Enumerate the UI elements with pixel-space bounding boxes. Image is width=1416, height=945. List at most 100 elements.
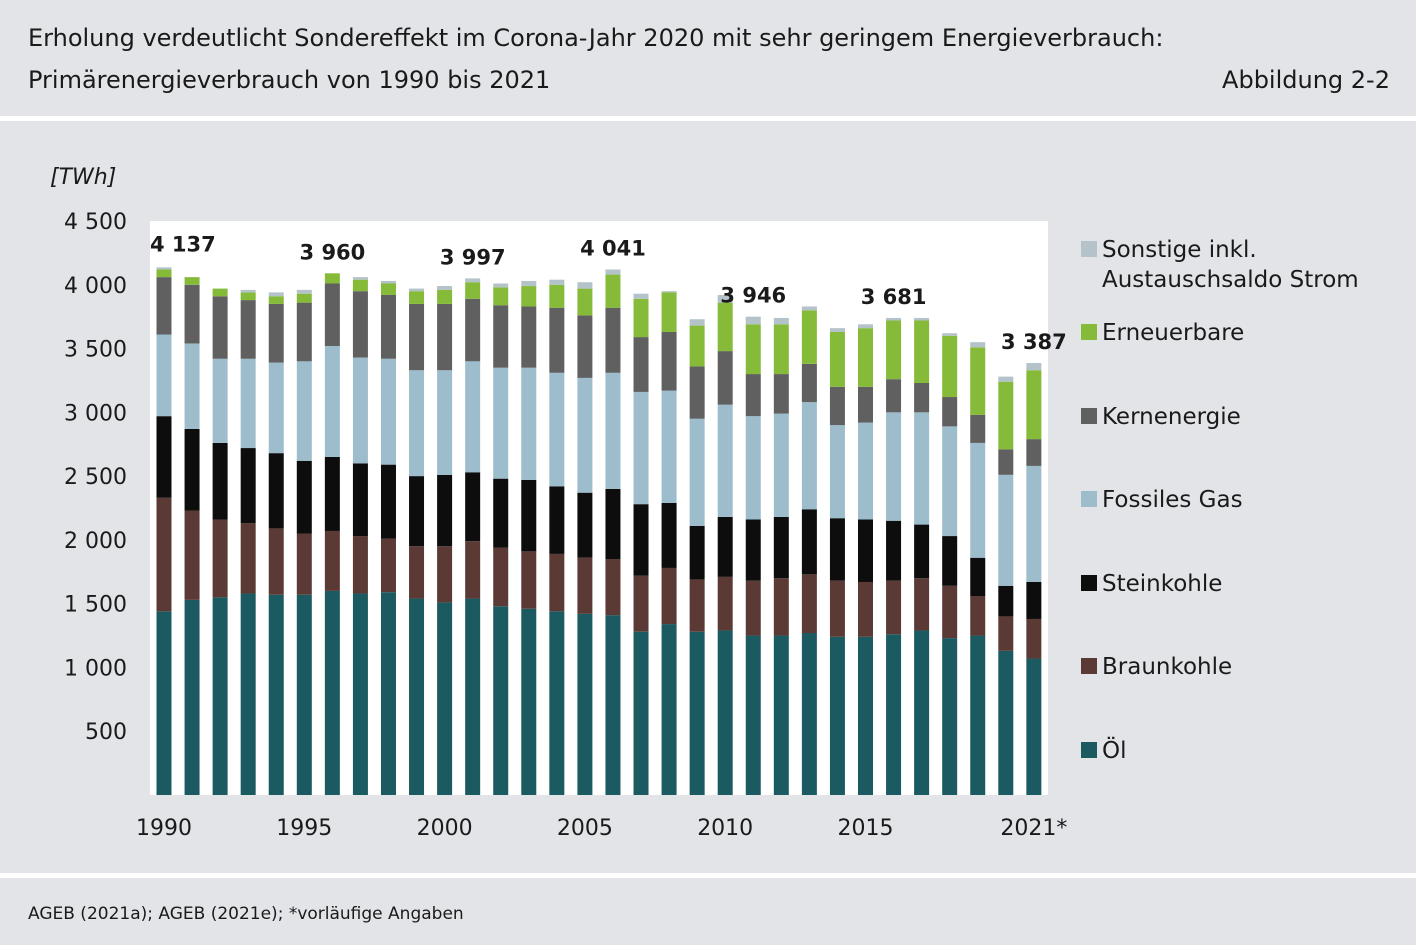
bar-segment-braunkohle <box>380 538 396 593</box>
bar-segment-öl <box>801 633 817 795</box>
bar-segment-braunkohle <box>633 575 649 632</box>
y-tick-label: 4 500 <box>64 210 127 235</box>
y-tick-label: 2 500 <box>64 465 127 490</box>
bar-segment-erneuerbare <box>184 277 200 285</box>
bar-segment-fossiles-gas <box>633 391 649 505</box>
bar-segment-fossiles-gas <box>352 357 368 464</box>
bar-segment-kernenergie <box>437 303 453 371</box>
bar-segment-kernenergie <box>717 351 733 405</box>
legend-label-fossiles-gas: Fossiles Gas <box>1102 487 1243 513</box>
bar-segment-sonstige-inkl-austauschsaldo-strom <box>689 319 705 326</box>
chart-footer: AGEB (2021a); AGEB (2021e); *vorläufige … <box>0 878 1416 945</box>
bar-segment-sonstige-inkl-austauschsaldo-strom <box>380 280 396 284</box>
bar-segment-erneuerbare <box>521 286 537 307</box>
bar-segment-steinkohle <box>521 479 537 552</box>
bar-segment-steinkohle <box>240 448 256 524</box>
bar-segment-steinkohle <box>914 524 930 579</box>
bar-segment-braunkohle <box>493 547 509 607</box>
bar-segment-fossiles-gas <box>970 442 986 558</box>
bar-segment-kernenergie <box>521 306 537 368</box>
x-tick-label: 1990 <box>136 816 192 841</box>
bar-segment-fossiles-gas <box>886 412 902 521</box>
legend-swatch-kernenergie <box>1081 408 1097 424</box>
legend-swatch-öl <box>1081 742 1097 758</box>
bar-segment-braunkohle <box>521 551 537 609</box>
bar-segment-fossiles-gas <box>296 361 312 461</box>
bar-segment-sonstige-inkl-austauschsaldo-strom <box>437 286 453 290</box>
bar-segment-sonstige-inkl-austauschsaldo-strom <box>577 282 593 289</box>
bar-segment-steinkohle <box>970 557 986 597</box>
bar-segment-sonstige-inkl-austauschsaldo-strom <box>240 289 256 293</box>
bar-segment-sonstige-inkl-austauschsaldo-strom <box>549 279 565 285</box>
y-tick-label: 4 000 <box>64 274 127 299</box>
y-tick-label: 1 500 <box>64 593 127 618</box>
bar-segment-öl <box>886 634 902 795</box>
bar-segment-fossiles-gas <box>465 361 481 473</box>
bar-segment-sonstige-inkl-austauschsaldo-strom <box>661 291 677 293</box>
bar-segment-erneuerbare <box>296 293 312 303</box>
bar-segment-kernenergie <box>661 331 677 391</box>
legend-label-öl: Öl <box>1102 736 1127 764</box>
bar-segment-steinkohle <box>156 416 172 498</box>
bar-segment-öl <box>689 631 705 795</box>
bar-segment-kernenergie <box>829 386 845 426</box>
legend: Sonstige inkl. Austauschsaldo Strom Erneue… <box>1081 237 1359 764</box>
bar-segment-öl <box>605 615 621 795</box>
chart-header: Erholung verdeutlicht Sondereffekt im Co… <box>0 0 1416 116</box>
bar-segment-fossiles-gas <box>605 372 621 489</box>
bar-segment-braunkohle <box>296 533 312 595</box>
bar-segment-fossiles-gas <box>268 362 284 454</box>
bar-segment-braunkohle <box>942 585 958 639</box>
bar-segment-kernenergie <box>942 397 958 427</box>
bar-segment-fossiles-gas <box>914 412 930 525</box>
bar-segment-öl <box>998 650 1014 795</box>
bar-segment-kernenergie <box>577 315 593 378</box>
bar-segment-kernenergie <box>689 366 705 419</box>
bar-segment-braunkohle <box>829 580 845 637</box>
stacked-bar-chart: [TWh] 500 1 000 1 500 2 000 2 500 3 000 3 500 4… <box>50 165 1359 841</box>
legend-swatch-braunkohle <box>1081 658 1097 674</box>
bar-segment-kernenergie <box>970 414 986 443</box>
bar-segment-sonstige-inkl-austauschsaldo-strom <box>633 293 649 299</box>
bar-segment-steinkohle <box>577 492 593 558</box>
bar-segment-öl <box>942 638 958 795</box>
total-label: 3 681 <box>861 285 927 309</box>
legend-label-steinkohle: Steinkohle <box>1102 571 1222 597</box>
bar-segment-fossiles-gas <box>577 377 593 493</box>
bar-segment-steinkohle <box>437 474 453 547</box>
bar-segment-steinkohle <box>689 525 705 580</box>
legend-label-braunkohle: Braunkohle <box>1102 654 1232 680</box>
bar-segment-braunkohle <box>240 523 256 594</box>
bar-segment-öl <box>156 611 172 795</box>
bar-segment-erneuerbare <box>352 279 368 292</box>
legend-label-kernenergie: Kernenergie <box>1102 404 1241 430</box>
bar-segment-sonstige-inkl-austauschsaldo-strom <box>914 317 930 321</box>
bar-segment-braunkohle <box>409 546 425 599</box>
total-label: 3 387 <box>1001 330 1067 354</box>
bar-segment-fossiles-gas <box>801 402 817 510</box>
bar-segment-öl <box>268 594 284 795</box>
bar-segment-sonstige-inkl-austauschsaldo-strom <box>521 280 537 287</box>
y-axis-ticks: 500 1 000 1 500 2 000 2 500 3 000 3 500 4 000 4 … <box>64 210 127 745</box>
chart-panel: [TWh] 500 1 000 1 500 2 000 2 500 3 000 3 500 4… <box>0 121 1416 873</box>
bar-segment-kernenergie <box>380 294 396 359</box>
bar-segment-öl <box>212 597 228 795</box>
bar-segment-fossiles-gas <box>942 426 958 537</box>
x-tick-label: 1995 <box>276 816 332 841</box>
bar-segment-erneuerbare <box>549 284 565 308</box>
x-tick-label: 2015 <box>838 816 894 841</box>
bar-segment-steinkohle <box>858 519 873 582</box>
bar-segment-braunkohle <box>549 553 565 612</box>
bar-segment-erneuerbare <box>324 273 340 284</box>
bar-segment-kernenergie <box>352 291 368 358</box>
legend-label-erneuerbare: Erneuerbare <box>1102 320 1244 346</box>
chart-title: Erholung verdeutlicht Sondereffekt im Co… <box>28 24 1164 52</box>
bar-segment-steinkohle <box>717 516 733 577</box>
y-tick-label: 500 <box>85 720 127 745</box>
bar-segment-erneuerbare <box>240 292 256 301</box>
bar-segment-braunkohle <box>886 580 902 635</box>
bar-segment-braunkohle <box>465 541 481 599</box>
bar-segment-öl <box>184 599 200 795</box>
bar-segment-fossiles-gas <box>858 422 873 520</box>
bar-segment-fossiles-gas <box>493 367 509 479</box>
